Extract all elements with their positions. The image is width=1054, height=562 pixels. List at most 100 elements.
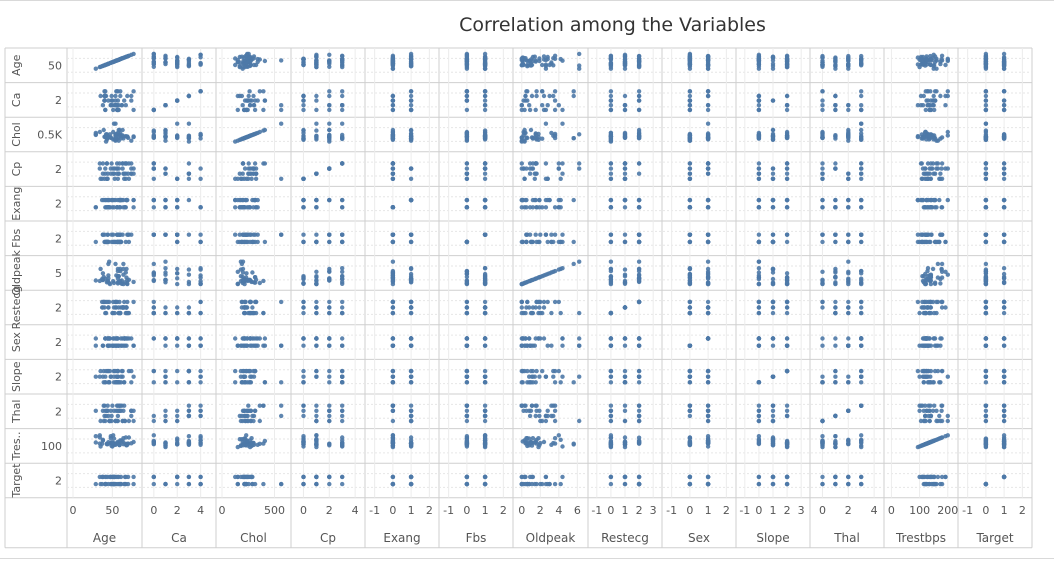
data-point <box>833 275 838 280</box>
data-point <box>859 93 864 99</box>
data-point <box>390 368 396 374</box>
data-point <box>301 274 306 279</box>
data-point <box>938 93 943 99</box>
data-point <box>327 103 332 108</box>
data-point <box>107 380 112 385</box>
data-point <box>622 418 628 424</box>
data-point <box>390 103 396 108</box>
data-point <box>784 63 790 68</box>
data-point <box>482 51 488 57</box>
data-point <box>571 93 576 99</box>
column-label-exang: Exang <box>383 531 420 545</box>
data-point <box>239 261 245 267</box>
data-point <box>636 64 642 70</box>
data-point <box>983 103 989 108</box>
data-point <box>111 107 116 113</box>
x-tick-label: -1 <box>666 504 677 517</box>
data-point <box>705 403 711 408</box>
data-point <box>108 374 114 379</box>
data-point <box>100 171 106 176</box>
data-point <box>820 380 825 385</box>
data-point <box>340 276 345 281</box>
data-point <box>525 368 530 374</box>
data-point <box>255 56 260 62</box>
data-point <box>705 374 711 379</box>
data-point <box>983 107 989 113</box>
data-point <box>98 418 103 424</box>
data-point <box>705 166 711 171</box>
data-point <box>543 121 549 126</box>
data-point <box>253 299 259 305</box>
data-point <box>186 197 192 203</box>
data-point <box>945 89 950 94</box>
data-point <box>547 93 552 99</box>
data-point <box>537 305 542 310</box>
data-point <box>464 166 470 171</box>
data-point <box>524 135 529 140</box>
data-point <box>859 63 864 68</box>
data-point <box>103 139 109 144</box>
data-point <box>859 197 864 203</box>
data-point <box>937 239 942 245</box>
data-point <box>131 89 136 94</box>
data-point <box>116 103 121 108</box>
y-tick-label: 2 <box>55 405 62 418</box>
data-point <box>846 171 851 176</box>
data-point <box>113 305 118 310</box>
data-point <box>340 418 345 424</box>
data-point <box>198 380 203 385</box>
data-point <box>770 310 776 316</box>
data-point <box>257 89 262 94</box>
data-point <box>983 89 989 94</box>
data-point <box>408 103 414 108</box>
data-point <box>756 98 762 103</box>
data-point <box>540 89 545 94</box>
data-point <box>622 107 628 113</box>
data-point <box>543 161 549 166</box>
data-point <box>622 368 628 374</box>
data-point <box>552 436 558 441</box>
data-point <box>327 380 332 385</box>
data-point <box>163 310 168 316</box>
data-point <box>314 63 319 69</box>
data-point <box>534 205 539 210</box>
row-label-oldpeak: Oldpeak <box>10 249 23 295</box>
column-label-oldpeak: Oldpeak <box>526 531 576 545</box>
data-point <box>545 176 550 181</box>
data-point <box>198 89 203 94</box>
data-point <box>301 232 306 237</box>
data-point <box>111 129 116 135</box>
data-point <box>622 134 628 139</box>
data-point <box>175 310 180 316</box>
data-point <box>340 413 345 419</box>
data-point <box>820 336 825 341</box>
data-point <box>390 279 396 285</box>
data-point <box>846 374 851 379</box>
column-label-thal: Thal <box>833 531 860 545</box>
data-point <box>541 107 547 113</box>
x-tick-label: 2 <box>845 504 852 517</box>
data-point <box>186 136 192 141</box>
data-point <box>151 166 156 171</box>
data-point <box>129 413 134 419</box>
data-point <box>983 403 989 408</box>
data-point <box>482 89 488 94</box>
data-point <box>464 434 470 439</box>
data-point <box>1001 51 1007 57</box>
data-point <box>522 176 527 181</box>
data-point <box>846 205 851 210</box>
data-point <box>340 103 345 108</box>
data-point <box>820 62 825 67</box>
data-point <box>571 261 576 267</box>
data-point <box>983 368 989 374</box>
x-tick-label: 200 <box>937 504 958 517</box>
data-point <box>118 93 123 99</box>
data-point <box>923 107 928 113</box>
data-point <box>928 205 934 210</box>
data-point <box>110 440 115 445</box>
data-point <box>327 403 332 408</box>
data-point <box>524 205 529 210</box>
data-point <box>163 336 168 341</box>
y-tick-label: 2 <box>55 232 62 245</box>
data-point <box>859 121 864 126</box>
